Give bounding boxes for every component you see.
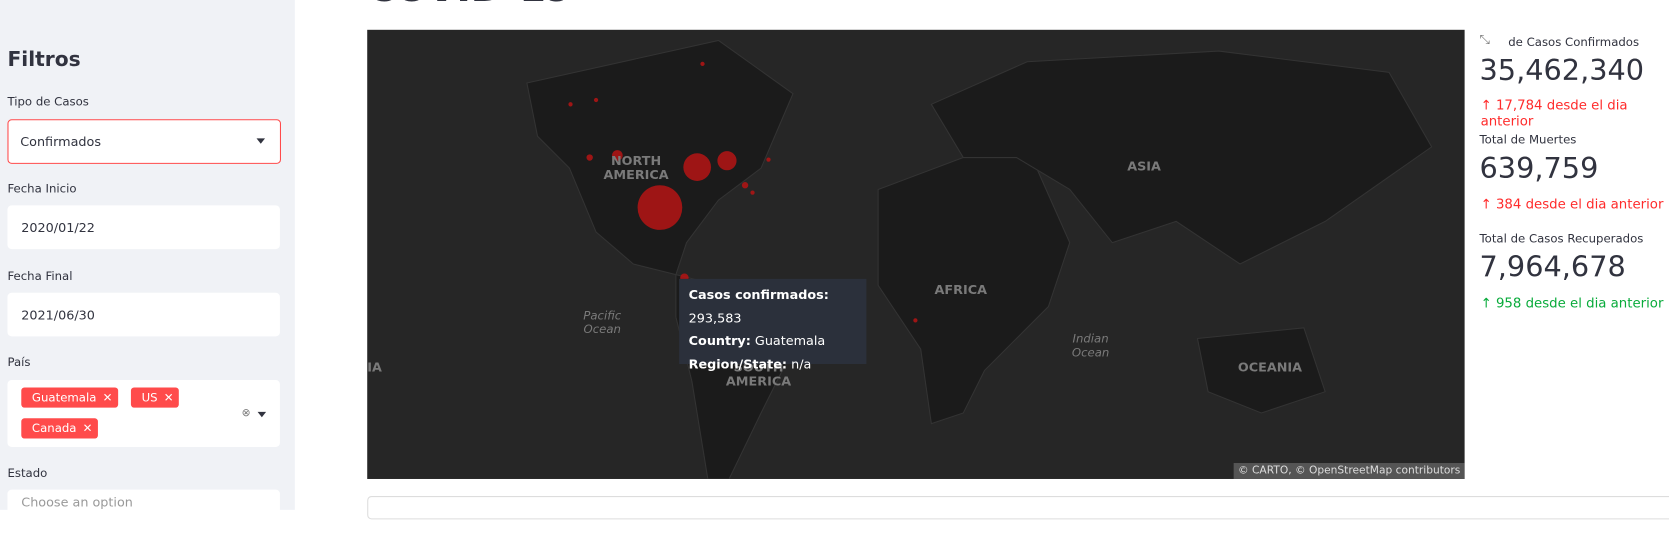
metric-value: 35,462,340 [1479, 54, 1645, 88]
date-input[interactable]: 2020/01/22 [7, 205, 280, 250]
label: Tipo de Casos [7, 94, 89, 109]
sidebar: Filtros Tipo de Casos Confirmados Fecha … [0, 0, 295, 533]
tag-text: US [141, 390, 158, 405]
tag-text: Guatemala [31, 390, 97, 405]
map-label: AFRICA [934, 282, 988, 297]
metric-label: Total de Muertes [1479, 133, 1577, 147]
sidebar-title: Filtros [7, 47, 81, 72]
map-label: NORTH AMERICA [603, 153, 669, 183]
metric-value: 7,964,678 [1479, 251, 1626, 285]
map-label: IA [367, 359, 382, 375]
tag-text: Canada [31, 421, 77, 436]
map[interactable]: NORTH AMERICA ASIA AFRICA SOUTH AMERICA … [367, 29, 1465, 479]
map-label: ASIA [1127, 158, 1161, 174]
metric-label: Total de Casos Recuperados [1479, 232, 1644, 246]
map-shapes [526, 39, 1433, 479]
metric-delta: ↑ 17,784 desde el dia anterior [1480, 96, 1628, 129]
metric-value: 639,759 [1479, 152, 1599, 186]
tooltip-value: n/a [791, 356, 812, 371]
map-label: Pacific Ocean [583, 308, 622, 337]
map-label: Indian Ocean [1071, 332, 1110, 360]
tooltip-value: Guatemala [754, 333, 826, 349]
metric-delta: ↑ 384 desde el dia anterior [1480, 195, 1664, 212]
select[interactable]: Confirmados [7, 119, 282, 164]
tooltip-key: Region/State: [688, 356, 788, 371]
metric-delta: ↑ 958 desde el dia anterior [1480, 294, 1664, 311]
expand-icon[interactable]: ⤡ [1479, 31, 1490, 47]
tooltip-key: Country: [688, 333, 751, 349]
tooltip-value: 293,583 [688, 310, 742, 326]
tooltip-row: Country: Guatemala [689, 330, 867, 353]
clear-icon[interactable]: ⊗ [241, 407, 251, 420]
page-title: COVID-19 [367, 0, 572, 11]
tooltip-row: Region/State: n/a [689, 353, 867, 376]
caret [257, 411, 267, 418]
metric-label: de Casos Confirmados [1508, 35, 1640, 49]
delta-text: 958 desde el dia anterior [1495, 294, 1664, 311]
tooltip-row: Casos confirmados: 293,583 [689, 284, 867, 330]
date-value: 2021/06/30 [21, 307, 95, 323]
delta-text: 384 desde el dia anterior [1495, 195, 1664, 212]
tooltip: Casos confirmados: 293,583 Country: Guat… [679, 278, 867, 371]
label: País [7, 355, 31, 370]
date-value: 2020/01/22 [21, 220, 95, 236]
placeholder: Choose an option [21, 494, 133, 510]
tooltip-key: Casos confirmados: [688, 287, 829, 303]
tag[interactable]: Guatemala ✕ [21, 387, 118, 408]
tag[interactable]: Canada ✕ [21, 418, 98, 439]
tag[interactable]: US ✕ [130, 387, 179, 408]
caret [256, 138, 266, 144]
label: Fecha Final [7, 269, 73, 284]
panel [367, 496, 1669, 520]
case-markers [568, 61, 918, 323]
label: Estado [7, 466, 48, 481]
date-input[interactable]: 2021/06/30 [7, 292, 280, 337]
select[interactable]: Choose an option [7, 489, 280, 533]
attribution: © CARTO, © OpenStreetMap contributors [1233, 463, 1465, 479]
select-value: Confirmados [20, 134, 101, 150]
map-label: OCEANIA [1237, 359, 1303, 375]
multiselect[interactable]: Guatemala ✕ US ✕ Canada ✕ ⊗ [7, 379, 280, 448]
label: Fecha Inicio [7, 182, 77, 196]
delta-text: 17,784 desde el dia anterior [1480, 96, 1628, 129]
